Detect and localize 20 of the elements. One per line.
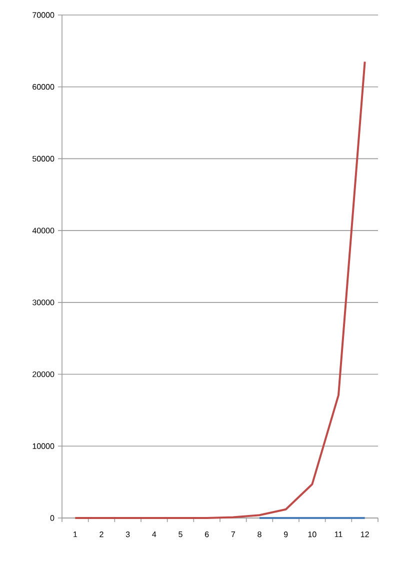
x-tick-label: 5 — [178, 532, 182, 538]
y-tick-label: 10000 — [32, 443, 54, 449]
y-tick-label: 70000 — [32, 12, 54, 18]
x-tick-label: 12 — [361, 532, 369, 538]
x-tick-label: 10 — [308, 532, 316, 538]
x-tick-label: 2 — [100, 532, 104, 538]
y-tick-label: 0 — [50, 515, 54, 521]
x-tick-label: 1 — [74, 532, 78, 538]
x-tick-label: 8 — [258, 532, 262, 538]
y-tick-label: 30000 — [32, 300, 54, 306]
y-tick-label: 50000 — [32, 156, 54, 162]
x-tick-label: 3 — [126, 532, 130, 538]
x-tick-label: 9 — [284, 532, 288, 538]
y-tick-label: 40000 — [32, 228, 54, 234]
x-tick-label: 4 — [152, 532, 156, 538]
y-tick-label: 20000 — [32, 371, 54, 378]
x-tick-label: 6 — [205, 532, 209, 538]
y-tick-label: 60000 — [32, 84, 54, 90]
x-tick-label: 7 — [231, 532, 235, 538]
x-tick-label: 11 — [334, 532, 342, 538]
